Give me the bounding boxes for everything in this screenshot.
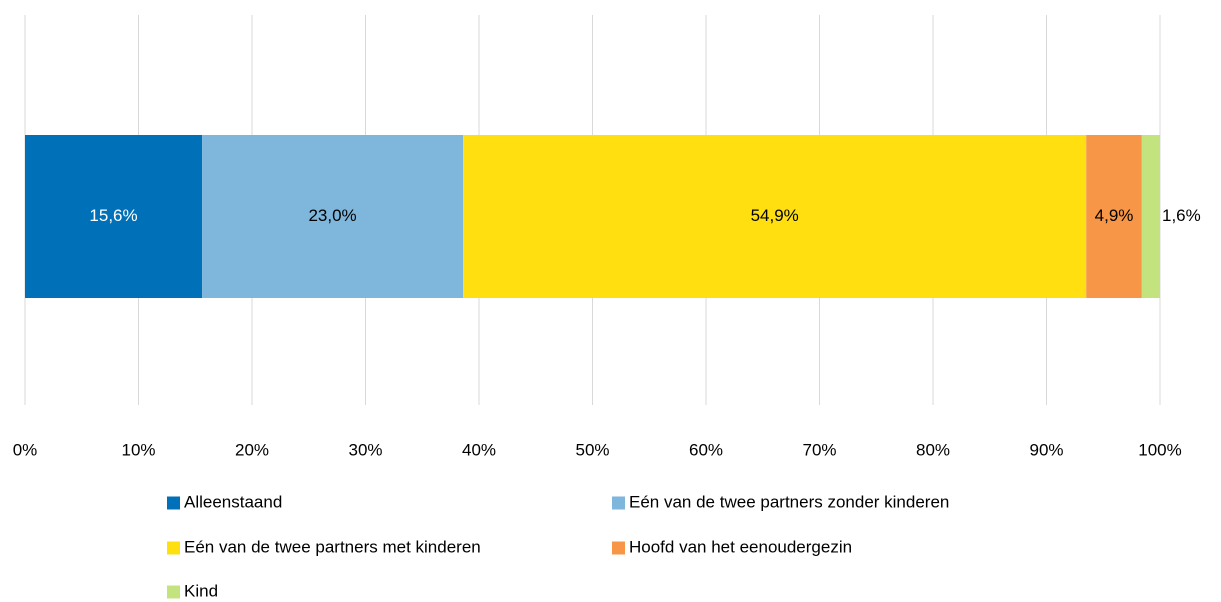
data-label: 15,6% [89, 206, 137, 225]
x-tick-label: 100% [1138, 440, 1181, 459]
legend-label: Eén van de twee partners met kinderen [184, 537, 481, 556]
x-tick-label: 30% [348, 440, 382, 459]
x-tick-label: 20% [235, 440, 269, 459]
data-label: 1,6% [1162, 206, 1201, 225]
legend-label: Kind [184, 581, 218, 600]
legend-swatch [167, 585, 180, 599]
x-tick-label: 10% [121, 440, 155, 459]
data-label: 54,9% [751, 206, 799, 225]
data-label: 4,9% [1095, 206, 1134, 225]
bar-segment [463, 135, 1087, 298]
bar-segment [202, 135, 464, 298]
data-label: 23,0% [308, 206, 356, 225]
legend-label: Eén van de twee partners zonder kinderen [629, 492, 949, 511]
legend-swatch [612, 541, 625, 555]
bar-segment [25, 135, 203, 298]
legend-swatch [167, 541, 180, 555]
x-tick-label: 80% [916, 440, 950, 459]
x-tick-label: 40% [462, 440, 496, 459]
legend-label: Hoofd van het eenoudergezin [629, 537, 852, 556]
x-tick-label: 60% [689, 440, 723, 459]
legend-swatch [612, 496, 625, 510]
x-tick-label: 90% [1029, 440, 1063, 459]
bar-segment [1086, 135, 1142, 298]
bar-segment [1141, 135, 1160, 298]
legend-label: Alleenstaand [184, 492, 282, 511]
legend-swatch [167, 496, 180, 510]
x-tick-label: 0% [13, 440, 38, 459]
x-tick-label: 70% [802, 440, 836, 459]
x-tick-label: 50% [575, 440, 609, 459]
